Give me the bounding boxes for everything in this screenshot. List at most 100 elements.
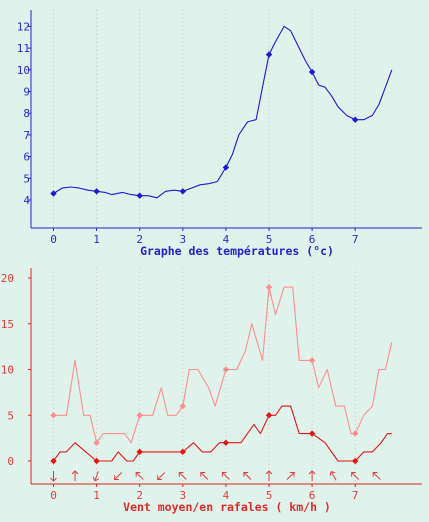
chart-1-series-1-line — [53, 405, 392, 462]
chart-0-x-tick-label: 5 — [266, 233, 273, 246]
wind-arrow-head — [221, 471, 227, 477]
chart-0-x-tick-label: 2 — [136, 233, 143, 246]
wind-direction-arrow — [308, 470, 316, 481]
chart-0-y-tick-label: 11 — [17, 42, 30, 55]
chart-0-y-tick-label: 10 — [17, 64, 30, 77]
wind-direction-arrow — [200, 471, 209, 480]
chart-1-series-0-point — [93, 439, 100, 446]
wind-arrow-head — [157, 475, 162, 481]
wind-direction-arrow — [372, 471, 381, 480]
chart-1-series-0-point — [136, 412, 143, 419]
chart-0-x-tick-label: 3 — [179, 233, 186, 246]
wind-arrow-head — [135, 471, 141, 477]
chart-0-title: Graphe des températures (°c) — [140, 244, 334, 258]
chart-1-y-tick-label: 15 — [1, 318, 14, 331]
chart-1-series-0-line — [53, 286, 393, 444]
wind-chart: 0 5 10 15 20 0 1 2 3 4 5 6 7 Vent moyen/en rafales ( … — [1, 268, 422, 514]
wind-arrow-head — [351, 471, 356, 477]
wind-direction-arrow — [135, 471, 144, 480]
wind-direction-arrow — [286, 471, 295, 480]
chart-1-series-1-point — [265, 412, 273, 419]
chart-1-series-0-point — [308, 357, 316, 364]
chart-1-x-tick-label: 4 — [223, 489, 230, 502]
chart-0-series-0-point — [308, 68, 316, 76]
wind-arrow-shaft — [222, 472, 230, 480]
chart-0-x-tick-label: 0 — [50, 233, 57, 246]
wind-arrow-head — [71, 470, 79, 475]
chart-1-x-tick-label: 5 — [266, 489, 273, 502]
chart-1-series-0-point — [179, 402, 186, 410]
wind-arrow-shaft — [135, 472, 144, 480]
chart-1-y-tick-label: 10 — [1, 364, 14, 377]
chart-1-series-0-point — [50, 412, 57, 419]
chart-1-series-0-point — [265, 283, 273, 291]
chart-0-series-0-point — [136, 192, 143, 199]
chart-1-series-0-point — [352, 430, 359, 437]
chart-0-x-tick-label: 7 — [352, 233, 359, 246]
wind-direction-arrow — [178, 471, 187, 480]
wind-arrow-shaft — [157, 472, 166, 480]
wind-arrow-shaft — [330, 471, 337, 481]
wind-arrow-head — [178, 471, 184, 477]
wind-arrow-shaft — [351, 472, 360, 480]
wind-arrow-head — [289, 471, 295, 477]
chart-0-y-tick-label: 12 — [17, 20, 30, 33]
chart-0-y-tick-label: 9 — [23, 86, 30, 99]
chart-1-series-1-point — [222, 439, 230, 446]
chart-1-y-tick-label: 20 — [1, 272, 14, 285]
wind-arrow-shaft — [94, 471, 99, 481]
wind-arrow-head — [308, 470, 316, 475]
chart-1-series-1-point — [50, 457, 57, 465]
wind-arrow-head — [92, 476, 99, 482]
wind-arrow-head — [50, 477, 57, 482]
chart-0-y-tick-label: 7 — [23, 129, 30, 142]
chart-0-series-0-point — [50, 190, 57, 197]
wind-arrow-shaft — [178, 472, 187, 480]
chart-1-series-0-point — [222, 366, 230, 373]
chart-0-series-0-point — [265, 51, 273, 58]
chart-0-y-tick-label: 5 — [23, 172, 30, 185]
chart-1-series-1-point — [136, 448, 143, 456]
chart-0-x-tick-label: 4 — [223, 233, 230, 246]
chart-1-x-tick-label: 0 — [50, 489, 57, 502]
chart-0-y-tick-label: 8 — [23, 107, 30, 120]
chart-1-y-tick-label: 5 — [7, 409, 14, 422]
wind-direction-arrow — [157, 472, 166, 481]
wind-arrow-head — [265, 470, 273, 475]
chart-1-x-tick-label: 2 — [136, 489, 143, 502]
wind-direction-arrow — [221, 471, 230, 480]
wind-arrow-shaft — [372, 472, 381, 480]
chart-0-series-0-line — [53, 25, 393, 199]
wind-arrow-head — [114, 475, 119, 481]
wind-arrow-shaft — [114, 472, 123, 480]
chart-0-series-0-point — [352, 116, 359, 123]
wind-direction-arrow — [351, 471, 360, 480]
wind-direction-arrow — [50, 471, 57, 482]
chart-1-series-1-point — [179, 448, 186, 456]
chart-0-series-0-point — [222, 164, 230, 171]
chart-1-x-tick-label: 7 — [352, 489, 359, 502]
wind-direction-arrow — [114, 472, 123, 481]
chart-1-x-tick-label: 6 — [309, 489, 316, 502]
wind-arrow-head — [329, 471, 336, 476]
chart-0-series-0-point — [179, 188, 186, 195]
chart-1-series-1-point — [352, 457, 359, 465]
chart-1-x-tick-label: 3 — [179, 489, 186, 502]
chart-1-series-1-point — [308, 430, 316, 437]
wind-arrow-shaft — [286, 472, 295, 480]
wind-direction-arrow — [92, 471, 99, 482]
chart-0-y-tick-label: 6 — [23, 151, 30, 164]
chart-1-y-tick-label: 0 — [7, 455, 14, 468]
chart-0-x-tick-label: 1 — [93, 233, 100, 246]
chart-1-series-1-point — [93, 457, 100, 465]
wind-arrow-shaft — [200, 472, 209, 480]
wind-arrow-head — [200, 471, 206, 477]
chart-0-x-tick-label: 6 — [309, 233, 316, 246]
wind-arrow-head — [372, 471, 378, 477]
wind-arrow-head — [243, 471, 249, 477]
chart-1-x-tick-label: 1 — [93, 489, 100, 502]
wind-direction-arrow — [71, 470, 79, 481]
wind-arrow-shaft — [243, 472, 252, 480]
